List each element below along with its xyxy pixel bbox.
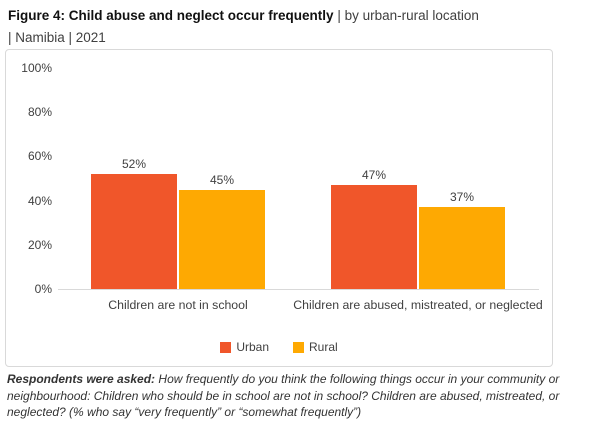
footnote-lead: Respondents were asked: — [7, 372, 156, 386]
value-label-rural-2: 37% — [449, 190, 475, 204]
category-label-2: Children are abused, mistreated, or negl… — [293, 298, 543, 312]
figure-title-subtitle: | by urban-rural location — [333, 8, 479, 23]
y-tick-label-80: 80% — [27, 105, 52, 120]
legend-label-urban: Urban — [236, 340, 269, 354]
bar-rural-2: 37% — [419, 190, 505, 289]
figure-title-bold: Figure 4: Child abuse and neglect occur … — [8, 8, 334, 23]
value-label-rural-1: 45% — [209, 173, 235, 187]
figure-title-line2: | Namibia | 2021 — [8, 30, 106, 45]
footnote: Respondents were asked: How frequently d… — [7, 371, 595, 421]
y-tick-label-40: 40% — [27, 193, 52, 208]
legend: Urban Rural — [6, 340, 552, 354]
x-axis-line — [58, 289, 539, 290]
footnote-text: How frequently do you think the followin… — [7, 372, 560, 419]
value-label-urban-2: 47% — [361, 168, 387, 182]
y-tick-label-0: 0% — [34, 282, 52, 296]
y-tick-label-100: 100% — [21, 61, 52, 75]
y-tick-label-20: 20% — [27, 237, 52, 252]
legend-item-rural: Rural — [293, 340, 338, 354]
figure-title: Figure 4: Child abuse and neglect occur … — [8, 5, 590, 49]
legend-swatch-urban — [220, 341, 232, 353]
bar-urban-2: 47% — [331, 168, 417, 289]
value-label-urban-1: 52% — [121, 157, 147, 171]
legend-swatch-rural — [293, 341, 304, 353]
legend-item-urban: Urban — [220, 340, 269, 354]
bar-urban-1: 52% — [91, 157, 177, 289]
chart-area: 0% 20% 40% 60% 80% 100% 52% 45% 47% 37% Children… — [5, 49, 553, 367]
y-tick-label-60: 60% — [27, 149, 52, 164]
legend-label-rural: Rural — [309, 340, 338, 354]
bar-group-1: 52% 45% — [58, 50, 298, 289]
bar-rural-1: 45% — [179, 173, 265, 289]
category-label-1: Children are not in school — [108, 298, 248, 312]
bar-group-2: 47% 37% — [298, 50, 538, 289]
